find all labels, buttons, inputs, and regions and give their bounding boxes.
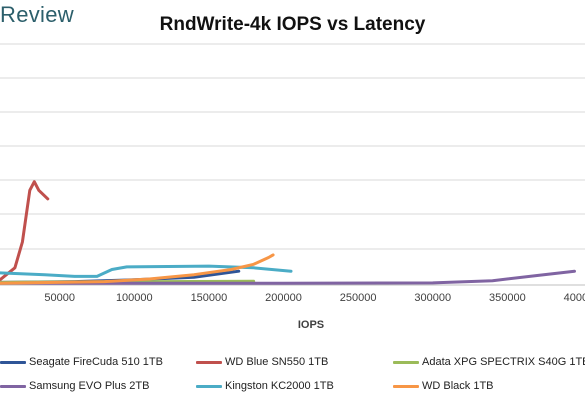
legend-swatch <box>196 360 222 364</box>
legend-swatch <box>393 360 419 364</box>
legend-item: Seagate FireCuda 510 1TB <box>0 356 163 368</box>
series-lines <box>0 180 576 285</box>
x-tick-label: 400000 <box>564 292 585 304</box>
series-line-wd-blue-sn550-1tb <box>0 180 50 282</box>
legend-item: WD Black 1TB <box>393 380 494 392</box>
series-line-kingston-kc2000-1tb <box>0 264 293 278</box>
x-tick-label: 350000 <box>489 292 526 304</box>
legend-label: WD Black 1TB <box>422 380 494 392</box>
series-line-samsung-evo-plus-2tb <box>0 269 576 285</box>
chart-title: RndWrite-4k IOPS vs Latency <box>159 14 426 35</box>
legend-swatch <box>0 360 26 364</box>
legend-swatch <box>393 384 419 388</box>
legend-label: Seagate FireCuda 510 1TB <box>29 356 163 368</box>
legend: Seagate FireCuda 510 1TB WD Blue SN550 1T… <box>0 348 585 398</box>
x-tick-label: 300000 <box>414 292 451 304</box>
legend-item: WD Blue SN550 1TB <box>196 356 328 368</box>
legend-label: Samsung EVO Plus 2TB <box>29 380 150 392</box>
x-tick-label: 150000 <box>191 292 228 304</box>
brand-logo-text: Review <box>0 2 74 27</box>
gridlines <box>0 43 585 286</box>
x-tick-labels: 50000 100000 150000 200000 250000 300000 35000… <box>44 292 585 304</box>
legend-swatch <box>196 384 222 388</box>
series-line-wd-black-1tb <box>0 253 275 285</box>
legend-label: WD Blue SN550 1TB <box>225 356 329 368</box>
legend-item: Samsung EVO Plus 2TB <box>0 380 149 392</box>
legend-item: Kingston KC2000 1TB <box>196 380 334 392</box>
x-tick-label: 200000 <box>265 292 302 304</box>
legend-label: Kingston KC2000 1TB <box>225 380 334 392</box>
legend-label: Adata XPG SPECTRIX S40G 1TB <box>422 356 585 368</box>
x-tick-label: 50000 <box>44 292 75 304</box>
x-axis-title: IOPS <box>298 319 324 331</box>
legend-swatch <box>0 384 26 388</box>
x-tick-label: 100000 <box>116 292 153 304</box>
x-tick-label: 250000 <box>340 292 377 304</box>
legend-item: Adata XPG SPECTRIX S40G 1TB <box>393 356 585 368</box>
